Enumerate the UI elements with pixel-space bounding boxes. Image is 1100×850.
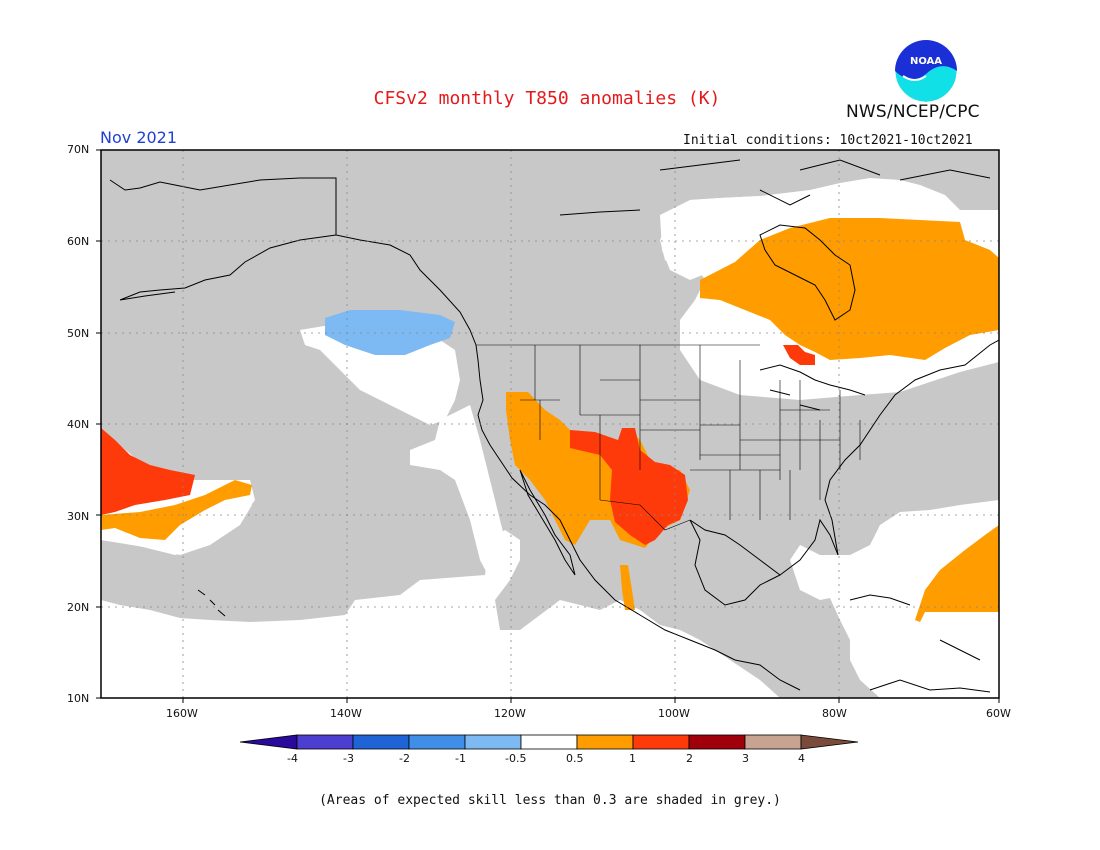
hot-anomaly-southern-plains [570, 428, 688, 545]
chart-title: CFSv2 monthly T850 anomalies (K) [373, 88, 721, 109]
colorbar-segment-above-4 [800, 734, 859, 750]
svg-text:NOAA: NOAA [910, 56, 942, 67]
warm-anomaly-central-pacific [101, 480, 252, 540]
colorbar-tick: -2 [399, 752, 410, 765]
colorbar-segment-neutral [520, 734, 578, 750]
coastline-east [824, 339, 999, 556]
colorbar-tick: -1 [455, 752, 466, 765]
grid-lines [101, 150, 999, 698]
lat-label-10n: 10N [67, 692, 90, 705]
colorbar-segment-minus4 [296, 734, 354, 750]
lat-label-50n: 50N [67, 327, 90, 340]
lon-label-80w: 80W [822, 707, 847, 720]
colorbar-tick: -4 [287, 752, 298, 765]
lon-label-60w: 60W [986, 707, 1011, 720]
warm-anomaly-western-atlantic [915, 525, 999, 622]
lat-label-20n: 20N [67, 601, 90, 614]
coastline-hudson-bay [759, 224, 856, 321]
colorbar [239, 734, 859, 750]
lat-label-70n: 70N [67, 143, 90, 156]
colorbar-segment-1 [632, 734, 690, 750]
colorbar-segment-0-5 [576, 734, 634, 750]
initial-conditions: Initial conditions: 10ct2021-10ct2021 [683, 133, 973, 148]
colorbar-tick: 3 [742, 752, 749, 765]
cool-anomaly-gulf-of-alaska [325, 310, 455, 355]
lat-label-30n: 30N [67, 510, 90, 523]
colorbar-segment-3 [744, 734, 802, 750]
coastline-arctic [559, 159, 991, 216]
lon-label-100w: 100W [658, 707, 690, 720]
colorbar-segment-minus2 [408, 734, 466, 750]
coastlines [109, 159, 999, 693]
colorbar-tick: 2 [686, 752, 693, 765]
coastline-caribbean [849, 594, 991, 693]
colorbar-segment-below-minus4 [239, 734, 298, 750]
lat-label-60n: 60N [67, 235, 90, 248]
lat-label-40n: 40N [67, 418, 90, 431]
colorbar-segment-2 [688, 734, 746, 750]
colorbar-tick: -0.5 [505, 752, 527, 765]
skill-footnote: (Areas of expected skill less than 0.3 a… [319, 793, 781, 808]
hot-anomaly-central-pacific [101, 428, 195, 515]
warm-anomaly-mexico-coast [620, 565, 635, 610]
noaa-logo: NOAA [893, 38, 959, 108]
forecast-month: Nov 2021 [100, 128, 178, 147]
agency-label: NWS/NCEP/CPC [846, 102, 980, 122]
axis-ticks [96, 149, 1000, 703]
colorbar-tick: -3 [343, 752, 354, 765]
near-normal-northeast-pacific [300, 325, 460, 425]
colorbar-tick: 4 [798, 752, 805, 765]
lon-label-160w: 160W [166, 707, 198, 720]
near-normal-coast [410, 405, 510, 575]
coastline-west-coast [475, 344, 801, 691]
coastline-alaska [109, 177, 477, 346]
coastline-gulf [689, 518, 839, 606]
coastline-hawaii [197, 589, 226, 617]
state-boundaries [476, 344, 861, 531]
hot-anomaly-michigan [783, 345, 815, 365]
colorbar-tick: 1 [629, 752, 636, 765]
lon-label-120w: 120W [494, 707, 526, 720]
colorbar-tick: 0.5 [566, 752, 584, 765]
colorbar-segment-minus1 [464, 734, 522, 750]
colorbar-segment-minus3 [352, 734, 410, 750]
warm-anomaly-eastern-canada [700, 218, 999, 360]
coastline-baja [519, 469, 576, 576]
near-normal-newfoundland [660, 196, 800, 280]
lon-label-140w: 140W [330, 707, 362, 720]
